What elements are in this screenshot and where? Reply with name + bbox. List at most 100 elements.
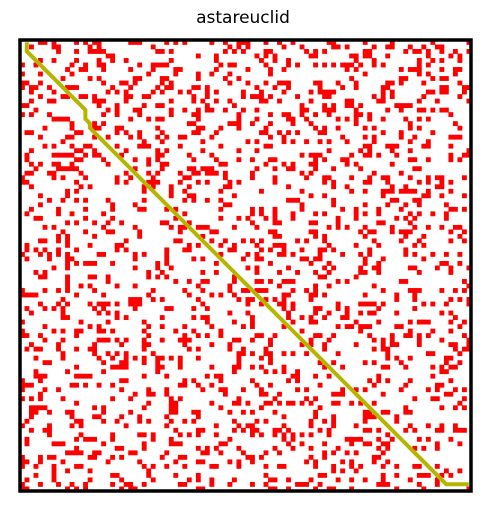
obstacle-cell: [141, 143, 147, 149]
obstacle-cell: [164, 85, 170, 90]
obstacle-cell: [101, 80, 107, 86]
obstacle-cell: [331, 184, 337, 190]
obstacle-cell: [51, 472, 57, 478]
obstacle-cell: [83, 152, 88, 158]
obstacle-cell: [137, 229, 143, 235]
obstacle-cell: [110, 364, 116, 370]
obstacle-cell: [371, 310, 377, 316]
obstacle-cell: [358, 103, 364, 108]
obstacle-cell: [331, 468, 337, 474]
obstacle-cell: [326, 486, 332, 492]
obstacle-cell: [24, 179, 30, 185]
obstacle-cell: [29, 170, 34, 176]
obstacle-cell: [466, 265, 472, 271]
obstacle-cell: [389, 143, 395, 149]
obstacle-cell: [394, 486, 400, 492]
obstacle-cell: [434, 175, 440, 181]
obstacle-cell: [272, 211, 278, 217]
obstacle-cell: [182, 288, 188, 293]
obstacle-cell: [20, 62, 25, 68]
obstacle-cell: [290, 445, 296, 451]
obstacle-cell: [123, 80, 129, 86]
obstacle-cell: [317, 89, 323, 95]
obstacle-cell: [240, 409, 246, 415]
obstacle-cell: [367, 53, 373, 59]
obstacle-cell: [398, 188, 404, 194]
obstacle-cell: [421, 256, 427, 262]
obstacle-cell: [268, 400, 273, 406]
obstacle-cell: [250, 481, 255, 487]
obstacle-cell: [299, 206, 305, 212]
obstacle-cell: [430, 251, 436, 257]
obstacle-cell: [457, 468, 463, 474]
obstacle-cell: [421, 301, 427, 307]
obstacle-cell: [385, 85, 391, 90]
obstacle-cell: [65, 193, 70, 199]
obstacle-cell: [448, 152, 454, 158]
obstacle-cell: [69, 143, 75, 149]
obstacle-cell: [240, 107, 246, 113]
obstacle-cell: [286, 292, 291, 298]
obstacle-cell: [448, 188, 454, 194]
obstacle-cell: [110, 432, 116, 438]
obstacle-cell: [308, 342, 314, 348]
obstacle-cell: [268, 157, 273, 163]
obstacle-cell: [439, 89, 445, 95]
obstacle-cell: [394, 472, 400, 478]
obstacle-cell: [56, 346, 61, 352]
obstacle-cell: [452, 49, 458, 54]
obstacle-cell: [317, 80, 323, 86]
obstacle-cell: [92, 49, 98, 54]
obstacle-cell: [281, 161, 287, 167]
obstacle-cell: [439, 184, 445, 190]
obstacle-cell: [150, 391, 156, 397]
obstacle-cell: [132, 157, 138, 163]
obstacle-cell: [394, 197, 400, 203]
obstacle-cell: [461, 427, 467, 433]
obstacle-cell: [443, 251, 449, 257]
obstacle-cell: [290, 211, 296, 217]
obstacle-cell: [177, 364, 183, 370]
obstacle-cell: [286, 477, 291, 483]
obstacle-cell: [452, 315, 458, 320]
obstacle-cell: [123, 423, 129, 429]
obstacle-cell: [425, 319, 431, 325]
obstacle-cell: [222, 49, 228, 54]
obstacle-cell: [65, 301, 70, 307]
obstacle-cell: [132, 355, 138, 361]
obstacle-cell: [182, 481, 188, 487]
obstacle-cell: [439, 58, 445, 63]
obstacle-cell: [376, 481, 382, 487]
obstacle-cell: [331, 360, 337, 366]
obstacle-cell: [213, 89, 219, 95]
obstacle-cell: [425, 143, 431, 149]
obstacle-cell: [29, 427, 34, 433]
obstacle-cell: [272, 229, 278, 235]
obstacle-cell: [308, 98, 314, 104]
obstacle-cell: [313, 80, 319, 86]
obstacle-cell: [168, 58, 174, 63]
obstacle-cell: [430, 328, 436, 334]
obstacle-cell: [272, 445, 278, 451]
obstacle-cell: [457, 400, 463, 406]
obstacle-cell: [358, 166, 364, 172]
obstacle-cell: [96, 98, 102, 104]
obstacle-cell: [281, 242, 287, 248]
obstacle-cell: [385, 481, 391, 487]
obstacle-cell: [335, 279, 341, 284]
obstacle-cell: [362, 256, 368, 262]
obstacle-cell: [466, 148, 472, 154]
obstacle-cell: [439, 364, 445, 370]
obstacle-cell: [443, 76, 449, 81]
obstacle-cell: [227, 459, 233, 465]
obstacle-cell: [177, 396, 183, 402]
obstacle-cell: [87, 260, 93, 266]
obstacle-cell: [398, 360, 404, 366]
obstacle-cell: [231, 62, 237, 68]
obstacle-cell: [69, 71, 75, 77]
obstacle-cell: [92, 351, 98, 357]
obstacle-cell: [128, 116, 134, 122]
obstacle-cell: [20, 382, 25, 388]
obstacle-cell: [231, 400, 237, 406]
obstacle-cell: [195, 53, 201, 59]
